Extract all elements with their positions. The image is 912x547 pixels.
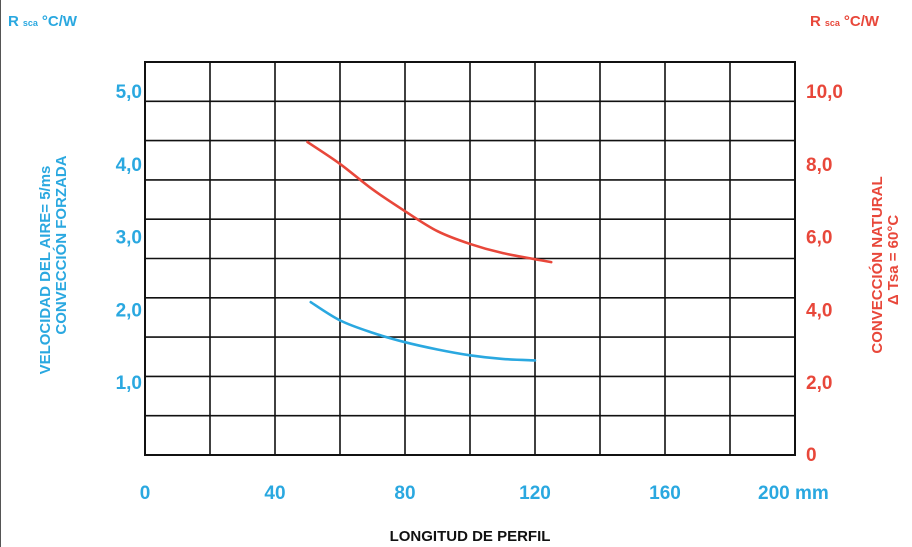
left-axis-title-sub: sca (23, 18, 39, 28)
right-tick-label: 10,0 (806, 82, 843, 103)
right-axis-label-line1: CONVECCIÓN NATURAL (868, 176, 886, 353)
x-tick-label: 40 (264, 483, 285, 504)
left-tick-label: 4,0 (116, 155, 142, 176)
x-axis-label: LONGITUD DE PERFIL (390, 528, 551, 545)
right-axis-title-r: R (810, 13, 821, 30)
left-tick-label: 2,0 (116, 300, 142, 321)
x-tick-label: 0 (140, 483, 151, 504)
right-tick-label: 0 (806, 445, 817, 466)
x-tick-label: 160 (649, 483, 681, 504)
x-tick-label: 80 (394, 483, 415, 504)
forced-convection-curve (309, 300, 537, 362)
x-tick-label: 200 mm (758, 483, 829, 504)
right-tick-label: 8,0 (806, 155, 832, 176)
x-tick-label: 120 (519, 483, 551, 504)
right-axis-title-unit: °C/W (844, 13, 880, 30)
left-axis-label-line1: VELOCIDAD DEL AIRE= 5/ms (37, 166, 54, 375)
right-tick-label: 4,0 (806, 300, 832, 321)
right-axis-label-line2: Δ Tsa = 60°C (885, 215, 902, 305)
left-axis-title-unit: °C/W (42, 13, 78, 30)
image-frame-edge (0, 0, 1, 547)
right-tick-label: 6,0 (806, 228, 832, 249)
left-axis-label-line2: CONVECCIÓN FORZADA (52, 155, 70, 334)
right-axis-title-sub: sca (825, 18, 841, 28)
left-tick-label: 3,0 (116, 228, 142, 249)
left-axis-title-r: R (8, 13, 19, 30)
left-tick-label: 5,0 (116, 82, 142, 103)
natural-convection-curve (306, 140, 553, 264)
right-tick-label: 2,0 (806, 373, 832, 394)
left-tick-label: 1,0 (116, 373, 142, 394)
